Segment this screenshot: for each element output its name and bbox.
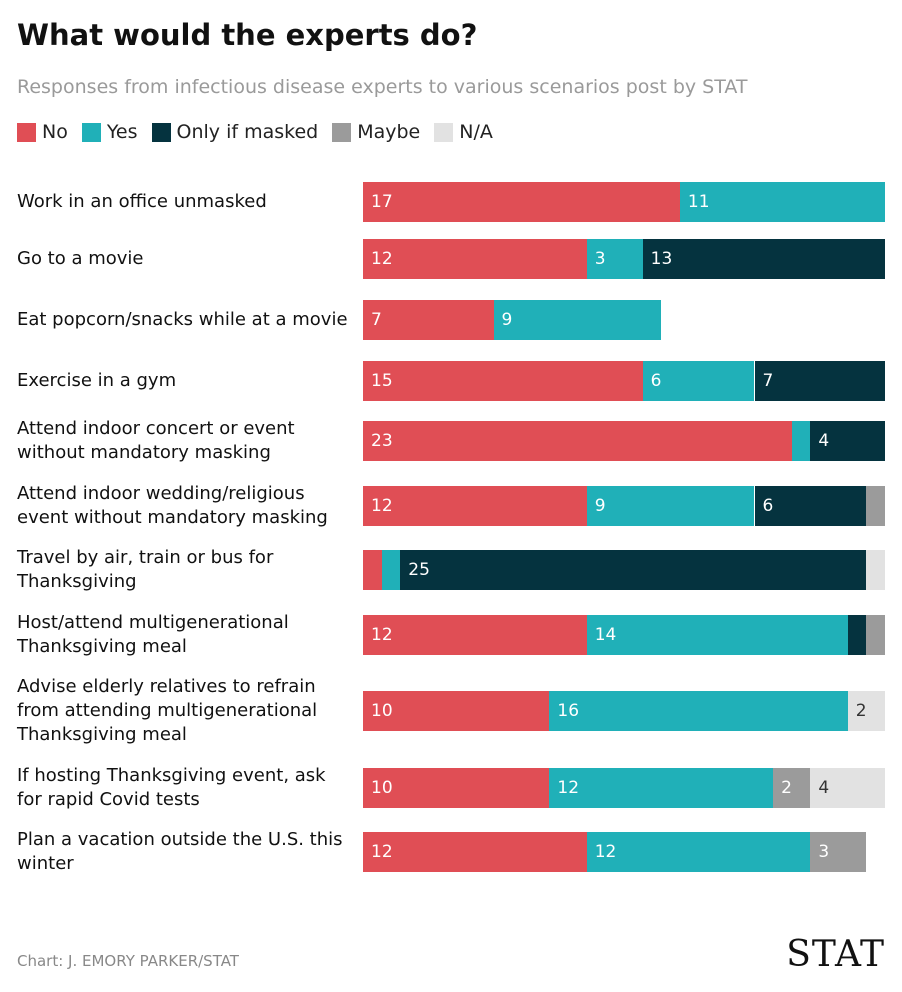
data-label: 15 xyxy=(371,371,393,391)
bar-segment: 7 xyxy=(754,361,885,401)
bar-segment: 6 xyxy=(754,486,867,526)
data-label: 13 xyxy=(650,249,673,269)
bar-segment: 7 xyxy=(363,300,494,340)
data-label: 2 xyxy=(855,701,867,721)
legend-swatch xyxy=(151,122,171,142)
legend-swatch xyxy=(332,122,352,142)
category-label: Work in an office unmasked xyxy=(17,191,267,212)
category-label: Host/attend multigenerational Thanksgivi… xyxy=(17,612,289,657)
category-label: Attend indoor wedding/religious event wi… xyxy=(17,483,328,528)
bar-segment: 9 xyxy=(493,300,662,340)
data-label: 9 xyxy=(594,496,606,516)
data-label: 11 xyxy=(687,192,710,212)
bar-segment: 23 xyxy=(363,421,792,461)
bar-segment: 12 xyxy=(363,486,587,526)
bar-segment: 3 xyxy=(586,239,643,279)
data-label: 6 xyxy=(650,371,662,391)
chart-subtitle: Responses from infectious disease expert… xyxy=(17,76,748,98)
bar-segment: 3 xyxy=(810,832,867,872)
legend-swatch xyxy=(81,122,101,142)
data-label: 7 xyxy=(371,310,382,330)
bar-segment xyxy=(381,550,401,590)
bar-segment: 12 xyxy=(363,239,587,279)
bar-segment: 15 xyxy=(363,361,643,401)
data-label: 12 xyxy=(557,778,580,798)
bar-segment: 4 xyxy=(810,421,885,461)
bar-segment: 10 xyxy=(363,691,550,731)
bar-segment xyxy=(363,550,382,590)
data-label: 23 xyxy=(371,431,393,451)
bar-segment xyxy=(791,421,811,461)
data-label: 4 xyxy=(818,431,830,451)
data-label: 12 xyxy=(371,496,393,516)
data-label: 17 xyxy=(371,192,393,212)
data-label: 14 xyxy=(594,625,617,645)
data-label: 6 xyxy=(762,496,774,516)
bar-segment xyxy=(866,486,885,526)
legend-item: No xyxy=(17,121,68,143)
bar-segment: 9 xyxy=(586,486,755,526)
legend-swatch xyxy=(434,122,454,142)
bar-segment: 25 xyxy=(400,550,867,590)
bar-segment: 16 xyxy=(549,691,848,731)
bar-segment: 4 xyxy=(810,768,885,808)
bar-segment: 11 xyxy=(679,182,885,222)
bar-segment: 14 xyxy=(586,615,848,655)
category-label: Attend indoor concert or event without m… xyxy=(17,418,295,463)
bar-segment xyxy=(847,615,867,655)
legend-label: Maybe xyxy=(357,121,421,143)
bar-segment: 6 xyxy=(642,361,755,401)
category-label: Exercise in a gym xyxy=(17,370,177,391)
category-label: Eat popcorn/snacks while at a movie xyxy=(17,309,348,330)
data-label: 10 xyxy=(371,701,393,721)
bar-segment: 2 xyxy=(847,691,885,731)
data-label: 12 xyxy=(371,842,393,862)
bar-segment: 10 xyxy=(363,768,550,808)
data-label: 10 xyxy=(371,778,393,798)
data-label: 16 xyxy=(557,701,580,721)
legend-label: No xyxy=(42,121,68,143)
bar-segment xyxy=(866,550,885,590)
bar-segment: 17 xyxy=(363,182,680,222)
bar-segment: 12 xyxy=(363,615,587,655)
bar-segment: 12 xyxy=(363,832,587,872)
legend-item: N/A xyxy=(434,121,493,143)
data-label: 25 xyxy=(408,560,430,580)
data-label: 12 xyxy=(371,625,393,645)
legend: No Yes Only if masked Maybe N/A xyxy=(17,121,493,143)
legend-item: Yes xyxy=(81,121,138,143)
legend-swatch xyxy=(17,122,36,142)
data-label: 3 xyxy=(594,249,606,269)
data-label: 12 xyxy=(594,842,617,862)
bar-segment: 12 xyxy=(549,768,774,808)
legend-label: Only if masked xyxy=(176,121,319,143)
data-label: 3 xyxy=(818,842,830,862)
data-label: 2 xyxy=(781,778,792,798)
bar-segment: 2 xyxy=(773,768,811,808)
bar-segment xyxy=(866,615,885,655)
category-label: If hosting Thanksgiving event, ask for r… xyxy=(17,765,326,810)
brand-logo: STAT xyxy=(786,934,885,975)
data-label: 12 xyxy=(371,249,393,269)
category-label: Plan a vacation outside the U.S. this wi… xyxy=(17,829,343,874)
data-label: 9 xyxy=(501,310,513,330)
chart-title: What would the experts do? xyxy=(17,18,478,52)
category-label: Travel by air, train or bus for Thanksgi… xyxy=(17,547,274,592)
data-label: 4 xyxy=(818,778,830,798)
data-label: 7 xyxy=(762,371,774,391)
legend-label: N/A xyxy=(459,121,493,143)
legend-item: Maybe xyxy=(332,121,420,143)
bar-segment: 12 xyxy=(586,832,811,872)
category-label: Go to a movie xyxy=(17,248,144,269)
category-label: Advise elderly relatives to refrain from… xyxy=(17,676,318,745)
legend-item: Only if masked xyxy=(151,121,319,143)
bar-segment: 13 xyxy=(642,239,885,279)
source: Chart: J. EMORY PARKER/STAT xyxy=(17,952,239,970)
legend-label: Yes xyxy=(106,121,138,143)
